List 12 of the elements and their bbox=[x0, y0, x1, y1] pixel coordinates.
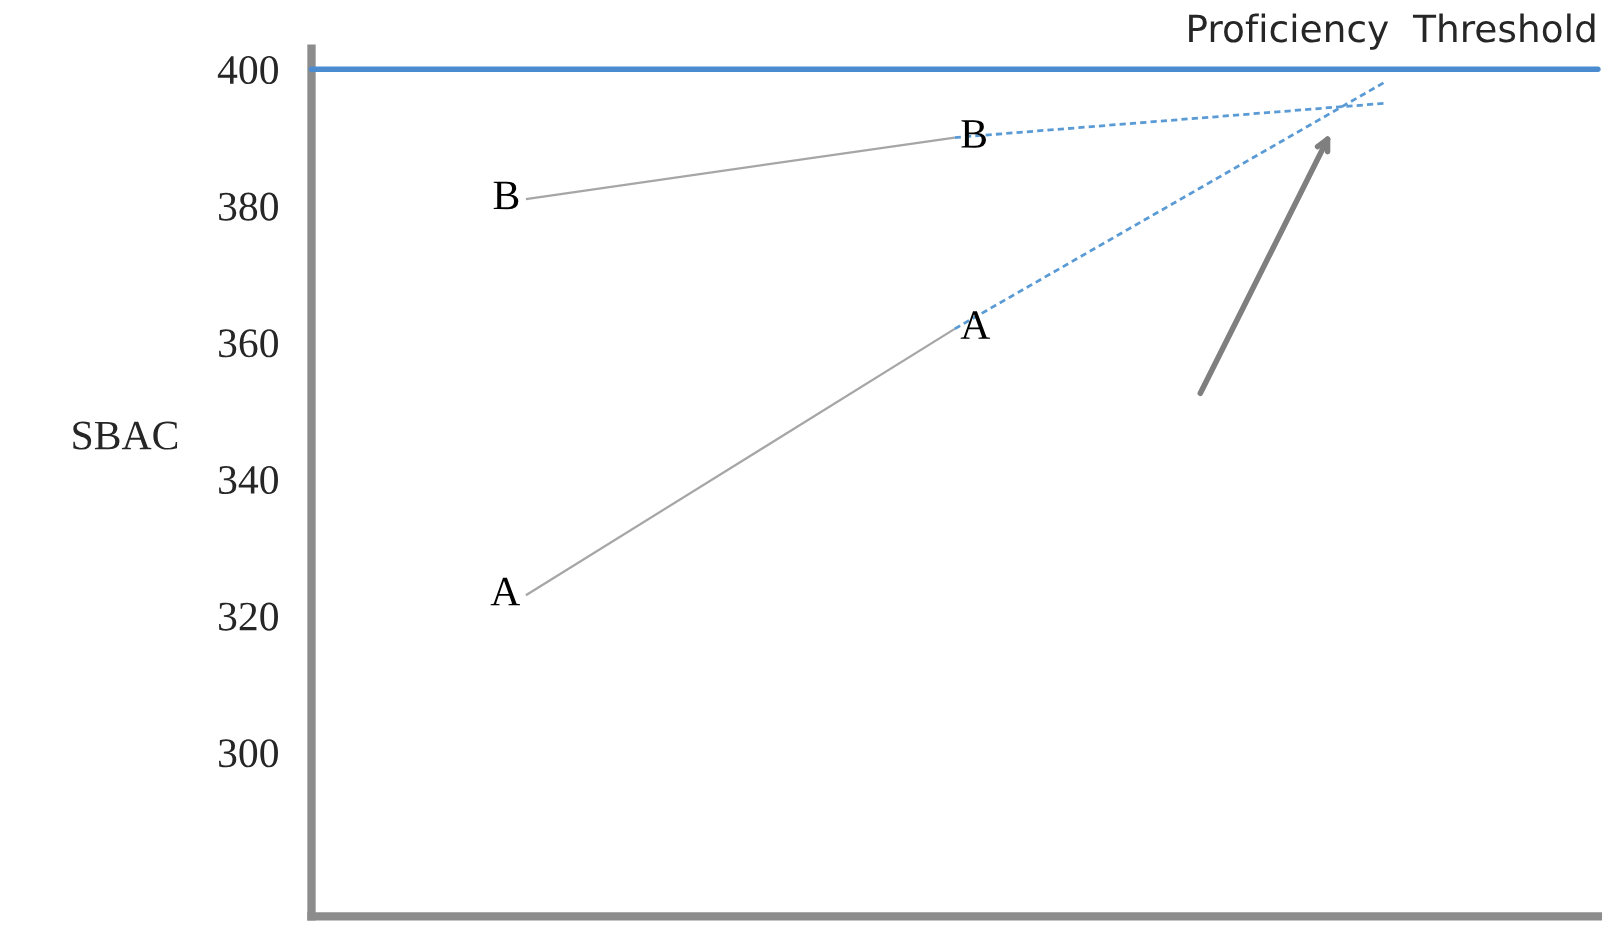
y-tick-label: 300 bbox=[219, 739, 278, 768]
series-label: A bbox=[490, 577, 521, 606]
y-tick-label: 400 bbox=[217, 55, 278, 85]
series-label: B bbox=[961, 120, 986, 148]
text: A bbox=[960, 311, 991, 339]
text: B bbox=[493, 181, 519, 210]
y-tick-label: 380 bbox=[219, 192, 278, 221]
y-tick-label: 340 bbox=[219, 465, 278, 495]
y-tick-label: 320 bbox=[219, 602, 278, 631]
y-axis-title: SBAC bbox=[73, 421, 178, 450]
ref-line-label: Proficiency Threshold bbox=[1189, 13, 1595, 50]
y-tick-label: 360 bbox=[219, 329, 278, 358]
